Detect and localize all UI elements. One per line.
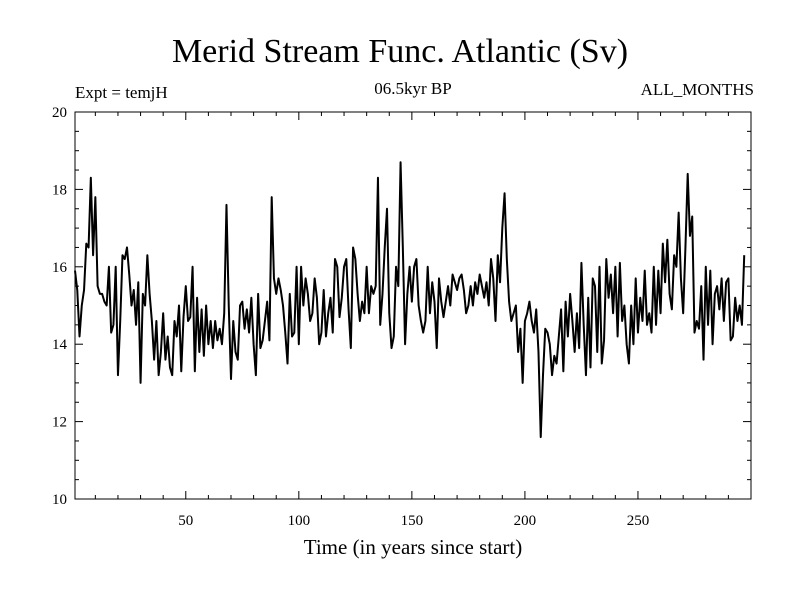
y-tick-label: 18 — [52, 182, 67, 198]
chart-title: Merid Stream Func. Atlantic (Sv) — [171, 33, 629, 70]
y-tick-label: 10 — [52, 492, 67, 508]
plot-frame — [74, 111, 752, 500]
x-tick-label: 150 — [401, 513, 424, 529]
period-label: 06.5kyr BP — [374, 79, 452, 98]
x-tick-label: 250 — [627, 513, 650, 529]
x-tick-label: 200 — [514, 513, 537, 529]
x-tick-label: 50 — [178, 513, 193, 529]
series-line — [74, 161, 746, 439]
experiment-label: Expt = temjH — [75, 83, 168, 102]
x-axis-label: Time (in years since start) — [303, 535, 523, 559]
y-tick-label: 20 — [52, 105, 67, 121]
y-tick-label: 12 — [52, 415, 67, 431]
y-tick-label: 14 — [52, 337, 68, 353]
x-tick-label: 100 — [288, 513, 311, 529]
y-tick-label: 16 — [52, 260, 68, 276]
months-label: ALL_MONTHS — [640, 80, 754, 99]
